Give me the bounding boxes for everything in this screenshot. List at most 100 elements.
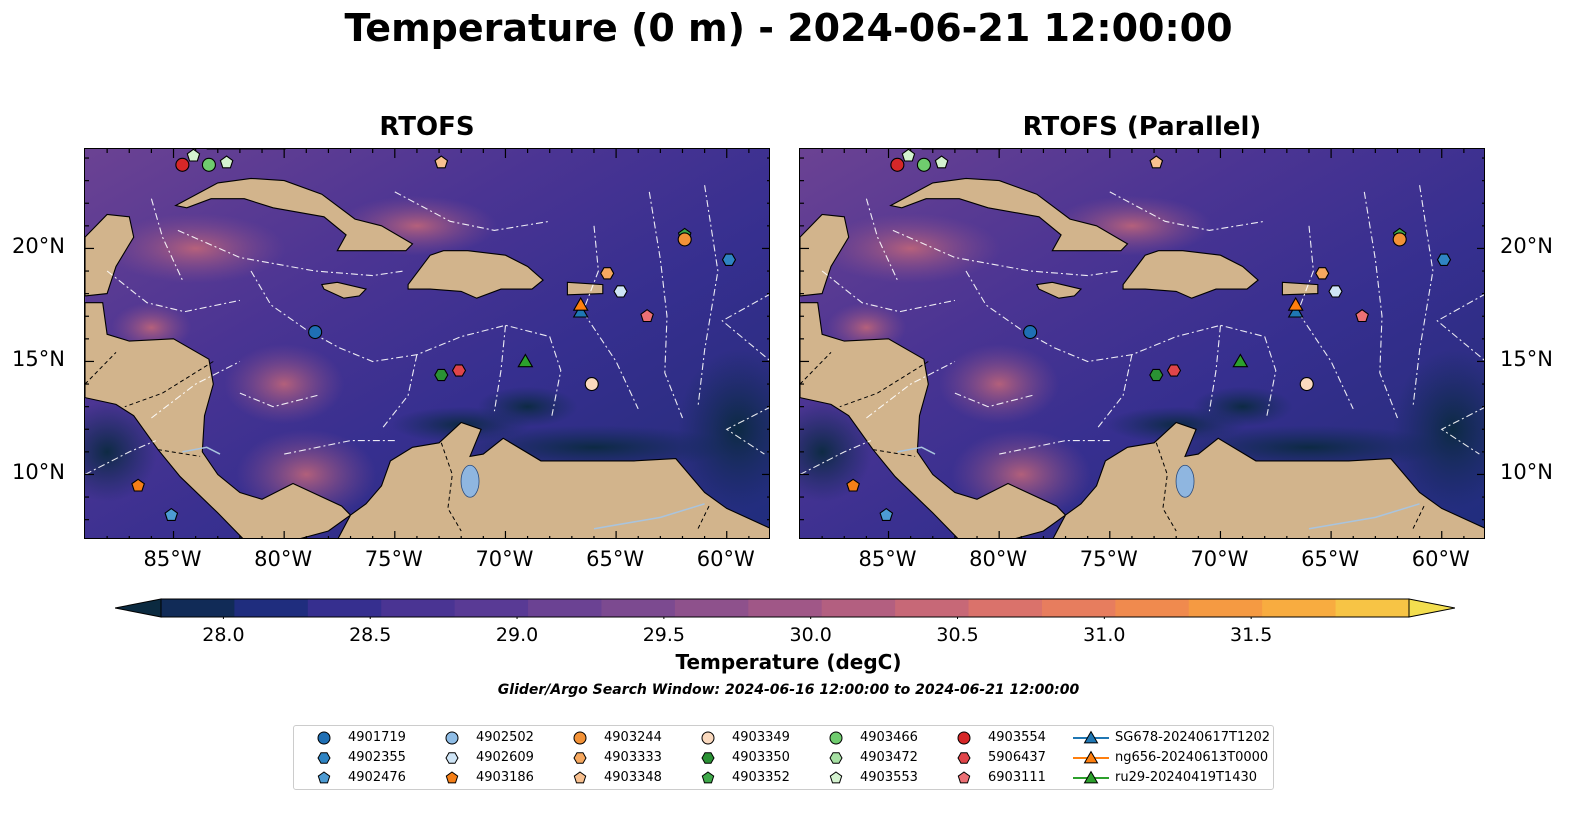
colorbar-segment xyxy=(674,599,749,617)
legend-marker xyxy=(1083,730,1099,744)
legend-marker xyxy=(957,752,971,764)
colorbar-tick-label: 30.0 xyxy=(789,624,832,646)
lon-label: 80°W xyxy=(969,547,1028,571)
legend-marker-icon xyxy=(445,771,459,784)
legend-item: 4903244 xyxy=(560,728,685,748)
colorbar-tick-label: 29.0 xyxy=(495,624,539,646)
search-window-caption: Glider/Argo Search Window: 2024-06-16 12… xyxy=(497,682,1080,698)
legend-marker xyxy=(829,731,843,745)
lat-label: 10°N xyxy=(1500,460,1553,485)
eez-boundary xyxy=(866,361,956,419)
legend-marker xyxy=(957,771,971,784)
cold-water-patch xyxy=(677,349,769,510)
colorbar-segment xyxy=(1188,599,1263,617)
land-southamerica xyxy=(1052,421,1484,538)
marker-4903466 xyxy=(916,157,931,172)
country-border xyxy=(872,449,916,457)
eez-boundary xyxy=(648,191,684,419)
colorbar-extend-low xyxy=(115,598,162,618)
lon-label: 65°W xyxy=(586,547,645,571)
legend-item: 4902355 xyxy=(304,748,429,768)
marker-4902355 xyxy=(721,253,737,266)
marker-4903553 xyxy=(186,149,201,162)
legend-marker-icon xyxy=(957,731,971,745)
legend-marker-icon xyxy=(829,771,843,784)
lake-maracaibo xyxy=(460,464,480,498)
legend-marker-icon xyxy=(1073,770,1109,784)
country-border xyxy=(800,352,832,385)
river xyxy=(182,446,221,455)
marker-4903553b xyxy=(934,155,949,169)
country-border xyxy=(124,361,214,408)
marker-5906437 xyxy=(1166,364,1182,377)
lon-label: 60°W xyxy=(696,547,755,571)
eez-boundary xyxy=(106,270,241,313)
river xyxy=(593,503,705,530)
eez-boundary xyxy=(85,440,157,475)
legend-label: 6903111 xyxy=(988,770,1046,785)
warm-water-patch xyxy=(939,344,1060,425)
legend-item: 4903186 xyxy=(432,768,557,788)
eez-boundary xyxy=(1436,294,1484,361)
eez-boundary xyxy=(954,392,1033,408)
marker-ng656-20240613T0000 xyxy=(1287,296,1304,311)
marker-ru29-20240419T1430 xyxy=(517,353,534,368)
marker-4903554 xyxy=(175,157,190,172)
colorbar-title: Temperature (degC) xyxy=(675,650,902,674)
legend-label: 4902476 xyxy=(348,770,406,785)
legend-marker xyxy=(701,771,715,784)
legend-marker-icon xyxy=(957,752,971,764)
marker-ru29-20240419T1430 xyxy=(1232,353,1249,368)
legend-marker xyxy=(701,731,715,745)
legend-marker xyxy=(701,752,715,764)
legend-item: 4902609 xyxy=(432,748,557,768)
legend-marker-icon xyxy=(1073,730,1109,744)
legend-marker-icon xyxy=(445,752,459,764)
colorbar-tick-label: 29.5 xyxy=(642,624,686,646)
map-panel-rtofs-parallel[interactable] xyxy=(799,148,1485,539)
lat-label: 10°N xyxy=(12,460,65,485)
eez-boundary xyxy=(1297,225,1354,410)
legend-item: ng656-20240613T0000 xyxy=(1071,748,1268,768)
land-yucatan xyxy=(800,213,850,297)
marker-4903553 xyxy=(901,149,916,162)
legend-marker-icon xyxy=(701,771,715,784)
legend-marker xyxy=(445,752,459,764)
marker-4902609 xyxy=(613,285,628,298)
eez-boundary xyxy=(965,270,1265,363)
marker-4903244 xyxy=(1392,232,1407,247)
eez-boundary xyxy=(821,270,956,313)
lon-label: 85°W xyxy=(858,547,917,571)
legend-item: 4902502 xyxy=(432,728,557,748)
eez-boundary xyxy=(725,407,769,455)
marker-4903466 xyxy=(201,157,216,172)
lake-maracaibo xyxy=(1175,464,1195,498)
legend-marker xyxy=(445,731,459,745)
legend-label: 4903333 xyxy=(604,750,662,765)
marker-4903554 xyxy=(890,157,905,172)
marker-4901719 xyxy=(308,325,323,340)
colorbar-segment xyxy=(821,599,896,617)
legend-label: ru29-20240419T1430 xyxy=(1115,770,1258,785)
land-southamerica xyxy=(337,421,769,538)
legend-label: 4901719 xyxy=(348,730,406,745)
cold-water-patch xyxy=(85,401,158,502)
legend-item: 4903348 xyxy=(560,768,685,788)
eez-boundary xyxy=(150,198,183,281)
cold-water-patch xyxy=(1192,386,1293,427)
legend-marker-icon xyxy=(1073,750,1109,764)
eez-boundary xyxy=(239,392,318,408)
warm-water-patch xyxy=(224,344,345,425)
eez-boundary xyxy=(1412,185,1434,407)
map-panel-rtofs[interactable] xyxy=(84,148,770,539)
legend-item: 4903350 xyxy=(688,748,813,768)
marker-4902609 xyxy=(1328,285,1343,298)
marker-4903348 xyxy=(434,155,449,169)
land-jamaica xyxy=(320,281,368,299)
marker-4903350 xyxy=(1149,368,1164,382)
colorbar-segment xyxy=(381,599,456,617)
warm-water-patch xyxy=(820,213,1001,284)
eez-boundary xyxy=(250,270,550,363)
land-yucatan xyxy=(85,213,135,297)
legend-label: 4902355 xyxy=(348,750,406,765)
